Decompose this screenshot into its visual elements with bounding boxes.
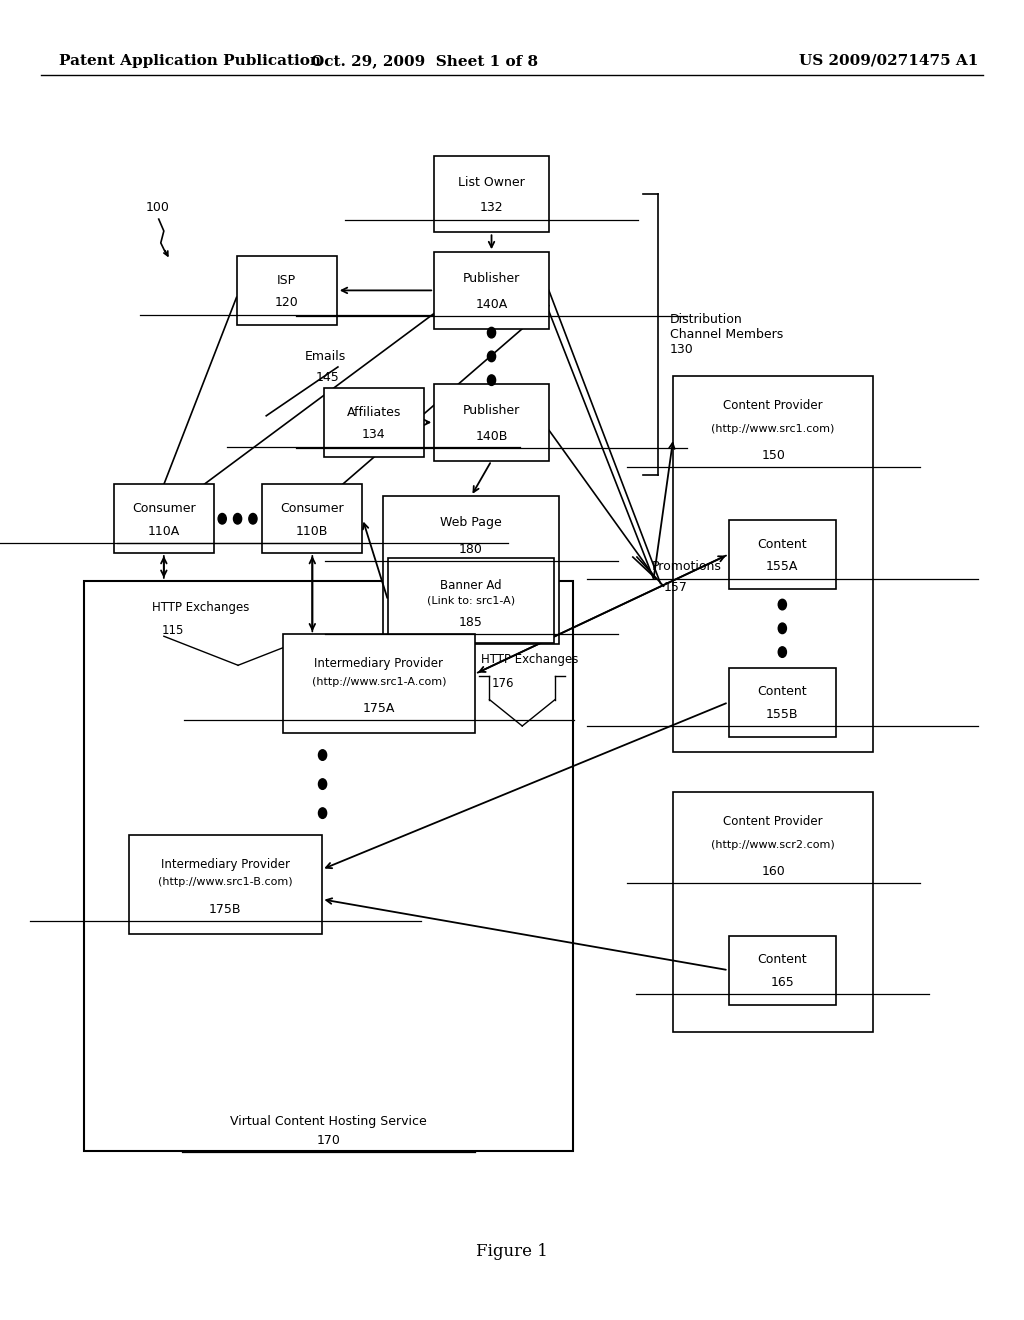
Text: Consumer: Consumer — [132, 502, 196, 515]
Circle shape — [487, 327, 496, 338]
Text: Publisher: Publisher — [463, 404, 520, 417]
Text: (http://www.scr2.com): (http://www.scr2.com) — [712, 840, 835, 850]
Text: Content: Content — [758, 537, 807, 550]
Text: Consumer: Consumer — [281, 502, 344, 515]
Text: 170: 170 — [316, 1134, 341, 1147]
Text: 140B: 140B — [475, 430, 508, 442]
Text: Content: Content — [758, 953, 807, 966]
Text: Content Provider: Content Provider — [723, 399, 823, 412]
Bar — [283, 635, 475, 734]
Text: (http://www.src1-A.com): (http://www.src1-A.com) — [311, 677, 446, 686]
Bar — [434, 384, 549, 461]
Text: Figure 1: Figure 1 — [476, 1243, 548, 1259]
Text: Distribution
Channel Members
130: Distribution Channel Members 130 — [670, 313, 783, 356]
Circle shape — [778, 599, 786, 610]
Text: (http://www.src1.com): (http://www.src1.com) — [712, 424, 835, 434]
Bar — [84, 581, 573, 1151]
Text: 185: 185 — [459, 615, 483, 628]
Text: 150: 150 — [761, 449, 785, 462]
Text: HTTP Exchanges: HTTP Exchanges — [481, 653, 579, 667]
Bar — [129, 836, 322, 935]
Text: 134: 134 — [361, 428, 386, 441]
Text: (http://www.src1-B.com): (http://www.src1-B.com) — [158, 878, 293, 887]
Text: 110A: 110A — [147, 524, 180, 537]
Bar — [729, 520, 836, 589]
Circle shape — [487, 375, 496, 385]
Text: 110B: 110B — [296, 524, 329, 537]
Text: 160: 160 — [761, 865, 785, 878]
Bar — [729, 936, 836, 1005]
Circle shape — [778, 647, 786, 657]
Bar — [434, 252, 549, 329]
Circle shape — [318, 750, 327, 760]
Text: (Link to: src1-A): (Link to: src1-A) — [427, 595, 515, 606]
Text: Intermediary Provider: Intermediary Provider — [314, 657, 443, 671]
Circle shape — [487, 351, 496, 362]
Circle shape — [218, 513, 226, 524]
Circle shape — [249, 513, 257, 524]
Text: Intermediary Provider: Intermediary Provider — [161, 858, 290, 871]
Text: Publisher: Publisher — [463, 272, 520, 285]
Text: 157: 157 — [664, 581, 687, 594]
Bar — [434, 156, 549, 232]
Text: Oct. 29, 2009  Sheet 1 of 8: Oct. 29, 2009 Sheet 1 of 8 — [311, 54, 539, 67]
Bar — [674, 792, 872, 1032]
Circle shape — [318, 808, 327, 818]
Bar — [729, 668, 836, 737]
Text: 176: 176 — [492, 677, 514, 690]
Bar — [674, 376, 872, 752]
Text: Virtual Content Hosting Service: Virtual Content Hosting Service — [230, 1115, 427, 1129]
Text: Affiliates: Affiliates — [346, 405, 401, 418]
Text: 175A: 175A — [362, 702, 395, 715]
Bar — [237, 256, 337, 325]
Text: Patent Application Publication: Patent Application Publication — [59, 54, 322, 67]
Bar — [324, 388, 424, 457]
Text: 145: 145 — [315, 371, 339, 384]
Text: Web Page: Web Page — [440, 516, 502, 529]
Text: Emails: Emails — [305, 350, 346, 363]
Text: US 2009/0271475 A1: US 2009/0271475 A1 — [799, 54, 978, 67]
Bar — [262, 484, 362, 553]
Text: 115: 115 — [162, 624, 184, 638]
Text: Content Provider: Content Provider — [723, 814, 823, 828]
Text: Promotions: Promotions — [651, 560, 721, 573]
Text: 180: 180 — [459, 543, 483, 556]
Text: 140A: 140A — [475, 298, 508, 310]
Bar — [114, 484, 214, 553]
Text: 155B: 155B — [766, 708, 799, 721]
Circle shape — [233, 513, 242, 524]
Bar — [388, 557, 554, 643]
Text: 120: 120 — [274, 296, 299, 309]
Text: Banner Ad: Banner Ad — [440, 578, 502, 591]
Text: ISP: ISP — [278, 273, 296, 286]
Text: 100: 100 — [145, 201, 169, 214]
Circle shape — [318, 779, 327, 789]
Text: 132: 132 — [479, 202, 504, 214]
Text: 155A: 155A — [766, 560, 799, 573]
Bar — [383, 496, 559, 644]
Text: List Owner: List Owner — [458, 176, 525, 189]
Text: Content: Content — [758, 685, 807, 698]
Text: HTTP Exchanges: HTTP Exchanges — [152, 601, 249, 614]
Text: 165: 165 — [770, 975, 795, 989]
Text: 175B: 175B — [209, 903, 242, 916]
Circle shape — [778, 623, 786, 634]
